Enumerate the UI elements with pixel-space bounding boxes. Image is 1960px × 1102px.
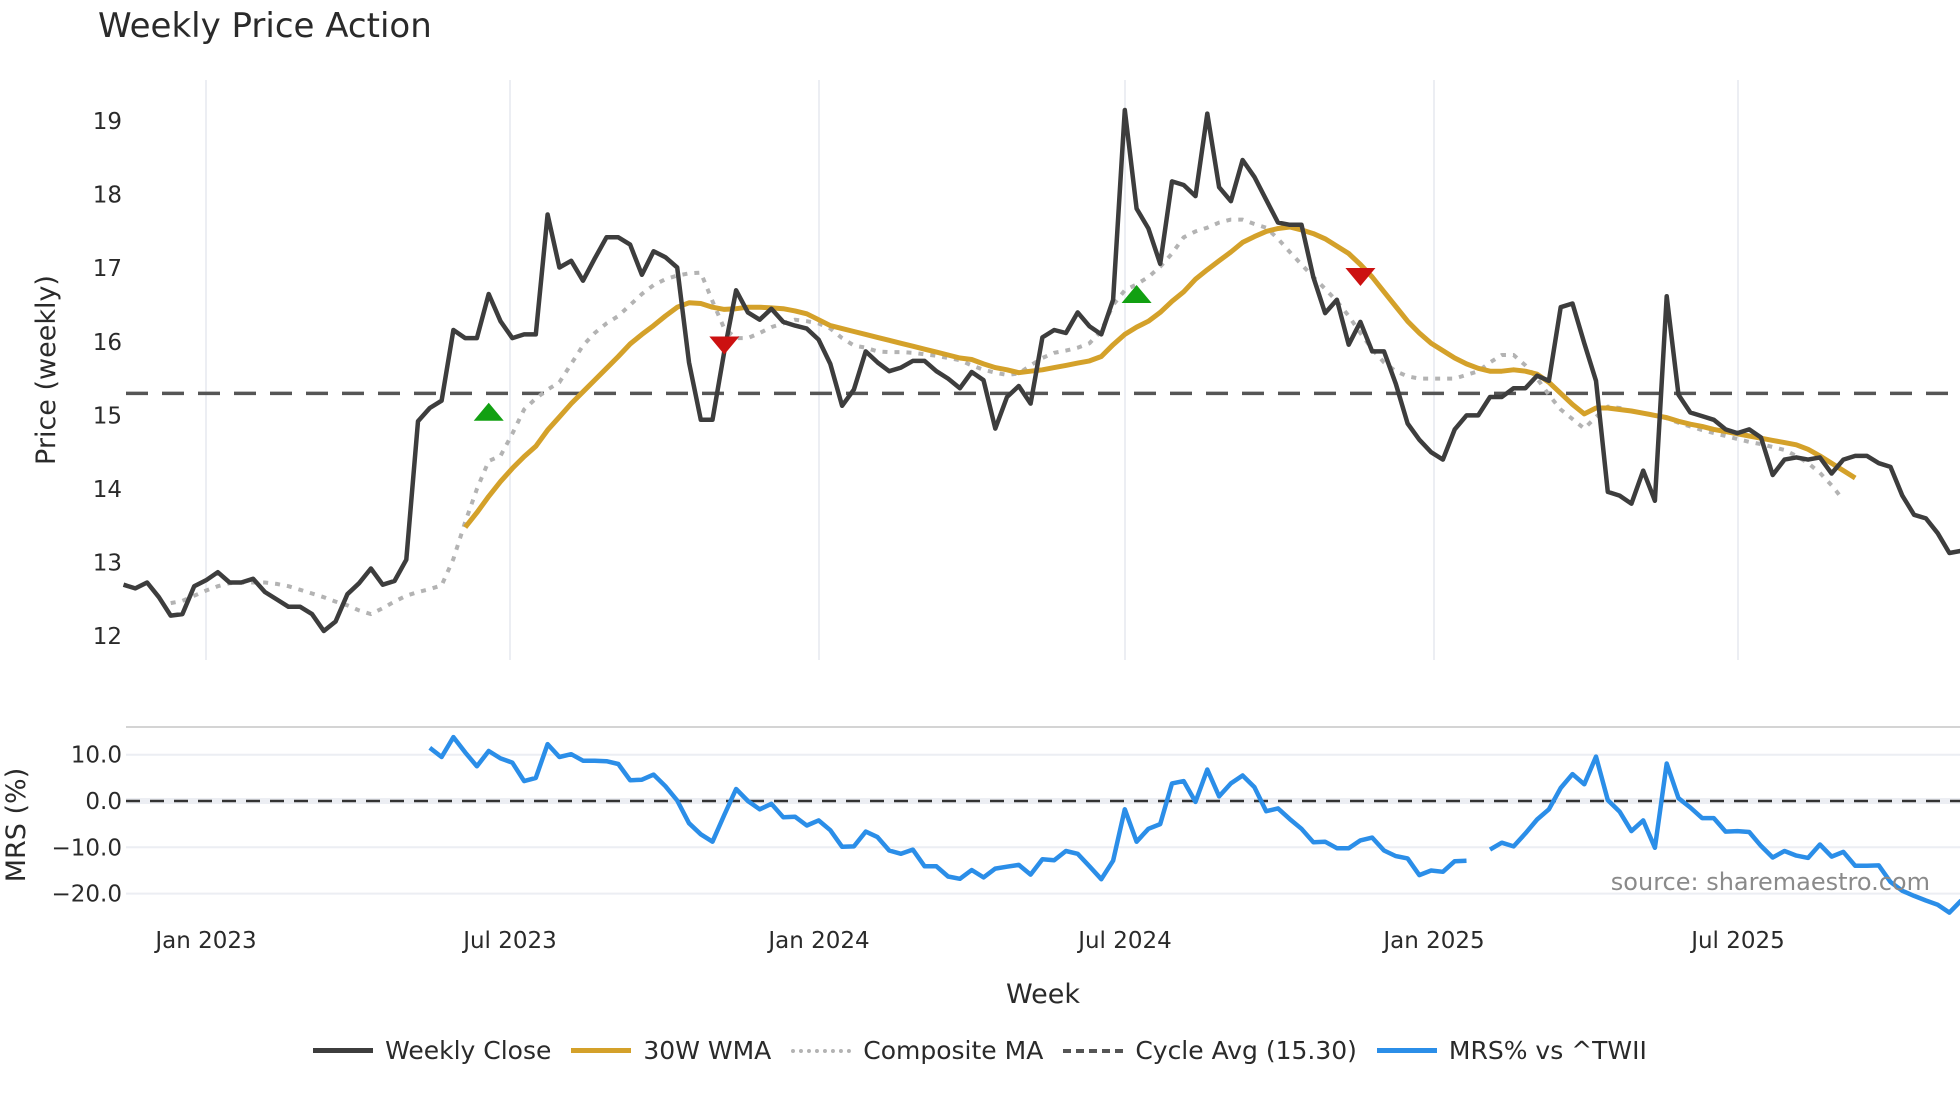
mrs-tick-label: −20.0 [52, 882, 122, 908]
legend-label: MRS% vs ^TWII [1448, 1036, 1647, 1065]
legend-label: 30W WMA [643, 1036, 772, 1065]
y-axis-label-mrs: MRS (%) [1, 768, 32, 883]
y-axis-label-price: Price (weekly) [31, 275, 62, 465]
legend-item-composite-ma[interactable]: Composite MA [791, 1036, 1043, 1065]
legend-item-mrs[interactable]: MRS% vs ^TWII [1376, 1036, 1647, 1065]
legend-swatch-30w-wma [571, 1048, 632, 1053]
x-tick-label: Jul 2023 [461, 928, 557, 954]
legend-item-weekly-close[interactable]: Weekly Close [313, 1036, 551, 1065]
mrs-line [428, 734, 1467, 882]
sell-signal-triangle-down-icon [709, 336, 740, 355]
x-tick-label: Jan 2025 [1381, 928, 1484, 954]
wma-30w-line [463, 224, 1857, 529]
legend-swatch-weekly-close [313, 1048, 374, 1053]
legend-label: Cycle Avg (15.30) [1135, 1036, 1357, 1065]
legend-item-30w-wma[interactable]: 30W WMA [571, 1036, 771, 1065]
y-tick-label: 13 [93, 551, 122, 577]
source-watermark: source: sharemaestro.com [1611, 868, 1930, 896]
legend-label: Weekly Close [385, 1036, 552, 1065]
legend-swatch-composite-ma [791, 1048, 852, 1053]
x-tick-label: Jul 2024 [1076, 928, 1172, 954]
y-tick-label: 16 [93, 330, 122, 356]
legend-label: Composite MA [863, 1036, 1044, 1065]
x-tick-label: Jul 2025 [1689, 928, 1785, 954]
price-panel: 12 13 14 15 16 17 18 19 [93, 80, 1960, 660]
mrs-tick-label: 10.0 [71, 743, 122, 769]
mrs-line [1488, 754, 1960, 915]
legend-item-cycle-avg[interactable]: Cycle Avg (15.30) [1063, 1036, 1357, 1065]
x-axis-label: Week [1006, 979, 1080, 1010]
x-tick-label: Jan 2023 [153, 928, 256, 954]
mrs-panel: 10.0 0.0 −10.0 −20.0 [52, 726, 1960, 915]
mrs-tick-label: 0.0 [85, 789, 122, 815]
chart-title: Weekly Price Action [98, 6, 432, 46]
composite-ma-line [170, 217, 1845, 617]
y-tick-label: 12 [93, 624, 122, 650]
y-tick-label: 15 [93, 403, 122, 429]
y-tick-label: 17 [93, 256, 122, 282]
mrs-tick-label: −10.0 [52, 835, 122, 861]
x-axis: Jan 2023 Jul 2023 Jan 2024 Jul 2024 Jan 2025… [153, 928, 1784, 954]
weekly-close-line [122, 107, 1960, 634]
sell-signal-triangle-down-icon [1345, 268, 1376, 287]
x-tick-label: Jan 2024 [766, 928, 869, 954]
legend: Weekly Close 30W WMA Composite MA Cycle … [0, 1036, 1960, 1065]
legend-swatch-cycle-avg [1063, 1048, 1124, 1053]
y-tick-label: 19 [93, 109, 122, 135]
buy-signal-triangle-up-icon [473, 402, 504, 421]
y-tick-label: 14 [93, 477, 122, 503]
legend-swatch-mrs [1376, 1048, 1437, 1053]
y-tick-label: 18 [93, 183, 122, 209]
buy-signal-triangle-up-icon [1121, 284, 1152, 303]
